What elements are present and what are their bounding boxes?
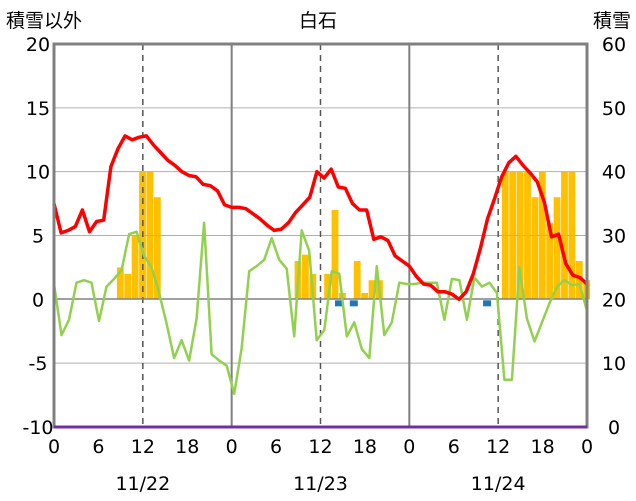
left-tick-label: 0 (32, 289, 44, 311)
right-tick-label: 40 (602, 162, 626, 184)
snow-bar (131, 235, 139, 300)
left-tick-label: 20 (26, 34, 50, 56)
x-tick-label: 12 (486, 436, 510, 458)
day-labels: 11/22 11/23 11/24 (115, 473, 525, 495)
snow-negative-mark (335, 300, 344, 307)
x-tick-label: 6 (92, 436, 104, 458)
left-tick-label: 15 (26, 98, 50, 120)
left-tick-label: -5 (29, 353, 48, 375)
right-tick-label: 50 (602, 98, 626, 120)
snow-bar (531, 197, 539, 300)
x-tick-label: 6 (448, 436, 460, 458)
right-tick-label: 30 (602, 226, 626, 248)
x-tick-label: 6 (270, 436, 282, 458)
snow-negative-mark (349, 300, 358, 307)
chart-title: 白石 (299, 10, 337, 32)
right-tick-label: 60 (602, 34, 626, 56)
left-tick-label: 10 (26, 162, 50, 184)
x-tick-label: 18 (175, 436, 199, 458)
left-tick-labels: 20 15 10 5 0 -5 -10 (22, 34, 53, 439)
gridlines (54, 44, 587, 427)
x-tick-label: 0 (403, 436, 415, 458)
x-tick-label: 0 (48, 436, 60, 458)
x-tick-label: 12 (308, 436, 332, 458)
left-tick-label: -10 (22, 417, 53, 439)
x-tick-labels: 0 6 12 18 0 6 12 18 0 6 12 18 0 (48, 436, 593, 458)
series-temperature (52, 134, 589, 302)
snow-bar (353, 261, 361, 300)
left-tick-label: 5 (32, 226, 44, 248)
snow-bar (361, 292, 369, 300)
day-label: 11/23 (293, 473, 348, 495)
snow-bar (116, 267, 124, 300)
right-tick-label: 20 (602, 289, 626, 311)
right-tick-label: 10 (602, 353, 626, 375)
right-tick-labels: 60 50 40 30 20 10 0 (602, 34, 626, 439)
snow-bar (546, 222, 554, 300)
right-axis-label: 積雪 (593, 10, 631, 32)
snow-bar (553, 197, 561, 300)
snow-bar (368, 280, 376, 300)
snow-negative-mark (483, 300, 492, 307)
snow-bar (324, 273, 332, 300)
snow-negative-marks (335, 300, 492, 307)
day-label: 11/24 (471, 473, 526, 495)
x-tick-label: 18 (353, 436, 377, 458)
snow-bar (124, 273, 132, 300)
x-tick-label: 0 (581, 436, 593, 458)
left-axis-label: 積雪以外 (6, 10, 82, 32)
day-label: 11/22 (115, 473, 170, 495)
snow-bar (575, 261, 583, 300)
x-tick-label: 0 (226, 436, 238, 458)
snow-bar (331, 209, 339, 300)
series-temp-change (52, 221, 589, 396)
x-tick-label: 18 (530, 436, 554, 458)
right-tick-label: 0 (608, 417, 620, 439)
snow-bar (153, 197, 161, 300)
x-tick-label: 12 (131, 436, 155, 458)
snow-bar (301, 254, 309, 300)
